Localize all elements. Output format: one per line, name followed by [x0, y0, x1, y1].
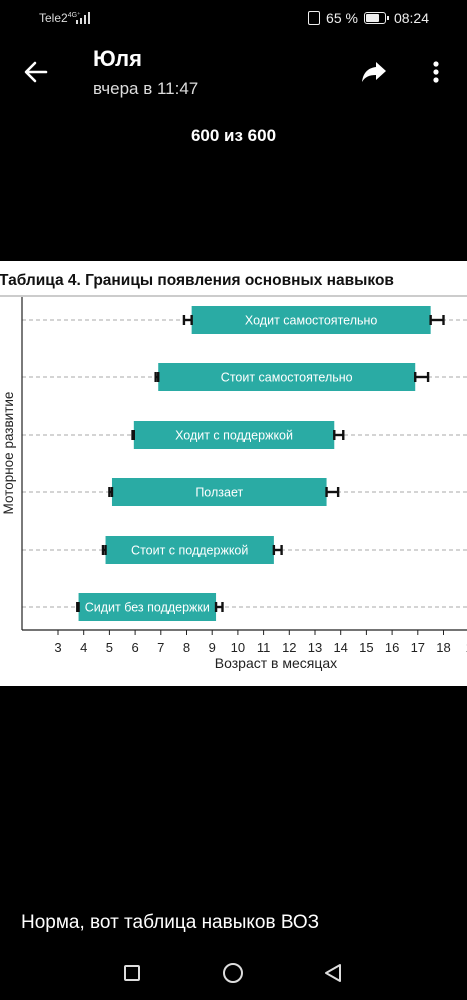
more-vertical-icon — [433, 61, 439, 83]
skills-chart: Таблица 4. Границы появления основных на… — [0, 272, 467, 671]
signal-icon — [76, 12, 92, 24]
bar-label: Стоит с поддержкой — [131, 544, 248, 558]
viewer-header: Юля вчера в 11:47 — [0, 34, 467, 114]
range-bar — [158, 363, 416, 391]
x-axis-label: Возраст в месяцах — [215, 655, 337, 671]
x-tick-label: 18 — [436, 640, 450, 655]
triangle-back-icon[interactable] — [323, 963, 343, 983]
bar-label: Ходит с поддержкой — [175, 429, 293, 443]
battery-icon — [363, 12, 389, 24]
share-button[interactable] — [358, 56, 390, 88]
x-tick-label: 3 — [54, 640, 61, 655]
battery-percent: 65 % — [326, 10, 358, 26]
x-tick-label: 6 — [131, 640, 138, 655]
contact-name: Юля — [93, 46, 142, 71]
circle-icon[interactable] — [223, 963, 243, 983]
x-tick-label: 9 — [209, 640, 216, 655]
x-tick-label: 12 — [282, 640, 296, 655]
media-counter: 600 из 600 — [190, 126, 277, 145]
message-caption: Норма, вот таблица навыков ВОЗ — [21, 912, 320, 933]
arrow-left-icon — [24, 61, 48, 83]
range-bar — [105, 536, 274, 564]
carrier-name: Tele2 — [39, 11, 68, 25]
clock: 08:24 — [393, 10, 429, 26]
x-tick-label: 5 — [106, 640, 113, 655]
x-tick-label: 15 — [359, 640, 373, 655]
back-button[interactable] — [20, 56, 52, 88]
message-timestamp: вчера в 11:47 — [93, 79, 199, 98]
range-bar — [111, 478, 327, 506]
carrier-label: Tele24G⁺ — [39, 11, 81, 25]
share-arrow-icon — [362, 62, 386, 82]
x-tick-label: 10 — [231, 640, 245, 655]
bar-label: Стоит самостоятельно — [221, 371, 353, 385]
x-tick-label: 16 — [385, 640, 399, 655]
bar-label: Ползает — [195, 486, 243, 500]
bars: Ходит самостоятельно Стоит самостоятельно… — [76, 306, 445, 621]
status-bar: Tele24G⁺ 65 % 08:24 — [0, 0, 467, 34]
x-ticks: 3 4 5 6 7 8 9 10 11 12 13 14 15 16 17 18 1 — [54, 630, 467, 655]
x-tick-label: 11 — [257, 640, 271, 655]
status-right: 65 % 08:24 — [308, 10, 429, 26]
vibrate-icon — [308, 11, 321, 25]
bar-label: Ходит самостоятельно — [245, 314, 377, 328]
more-options-button[interactable] — [424, 56, 448, 88]
x-tick-label: 14 — [333, 640, 347, 655]
x-tick-label: 8 — [183, 640, 190, 655]
range-bar — [133, 421, 335, 449]
y-axis-label: Моторное развитие — [1, 392, 16, 515]
x-tick-label: 13 — [308, 640, 322, 655]
range-bar — [78, 593, 217, 621]
x-tick-label: 7 — [157, 640, 164, 655]
network-type: 4G⁺ — [67, 12, 81, 19]
x-tick-label: 4 — [80, 640, 87, 655]
system-nav-bar — [0, 945, 467, 1000]
photo-image[interactable]: Таблица 4. Границы появления основных на… — [0, 261, 467, 686]
chart-title: Таблица 4. Границы появления основных на… — [0, 272, 394, 289]
square-icon[interactable] — [124, 965, 140, 981]
range-bar — [191, 306, 431, 334]
x-tick-label: 17 — [411, 640, 425, 655]
x-tick-label: 1 — [466, 640, 467, 655]
bar-label: Сидит без поддержки — [85, 601, 210, 615]
